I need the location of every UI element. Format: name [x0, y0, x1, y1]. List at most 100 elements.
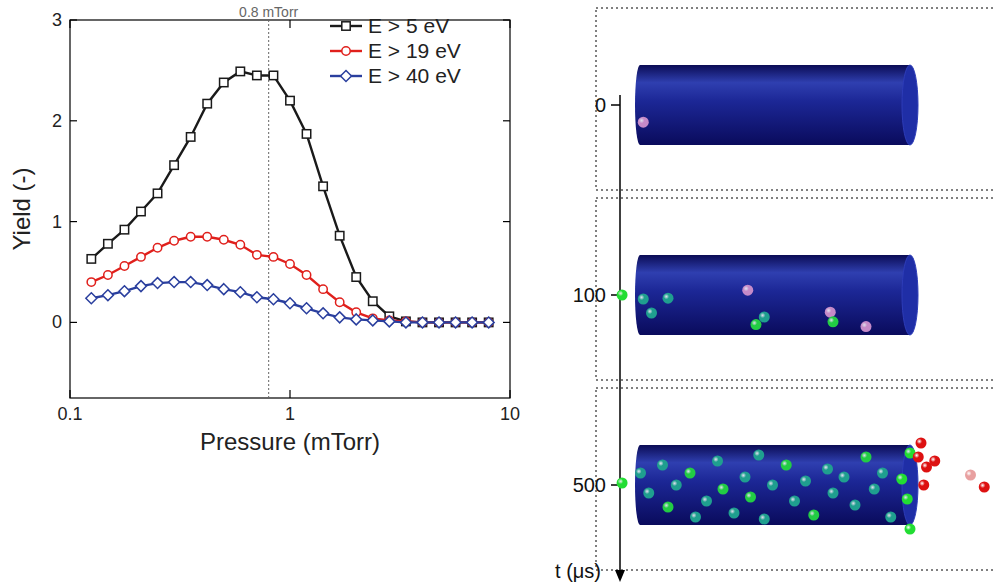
x-tick [289, 20, 290, 28]
series-marker [269, 71, 277, 79]
particle [753, 450, 764, 461]
particle [690, 512, 701, 523]
series-marker [352, 273, 360, 281]
series-marker [450, 317, 461, 328]
cylinder-cap [902, 65, 918, 145]
series-marker [104, 271, 112, 279]
legend: E > 5 eVE > 19 eVE > 40 eV [330, 14, 461, 87]
series-marker [301, 303, 312, 314]
series-marker [220, 78, 228, 86]
series-marker [169, 277, 180, 288]
particle [902, 494, 913, 505]
snapshot-frame [596, 198, 995, 380]
series-marker [318, 308, 329, 319]
y-tick-label: 1 [52, 212, 62, 232]
series-marker [253, 71, 261, 79]
series-marker [220, 236, 228, 244]
time-axis [619, 95, 621, 574]
series-line [91, 237, 488, 323]
y-tick [70, 120, 77, 121]
series-marker [218, 284, 229, 295]
series-marker [119, 286, 130, 297]
x-tick [509, 390, 510, 398]
legend-marker [341, 71, 352, 82]
particle [916, 438, 927, 449]
time-tick [611, 104, 620, 106]
particle [638, 117, 649, 128]
series-marker [136, 281, 147, 292]
particle [617, 290, 628, 301]
particle [929, 456, 940, 467]
particle [759, 514, 770, 525]
particle [740, 472, 751, 483]
series-marker [235, 287, 246, 298]
particle [638, 294, 649, 305]
particle [701, 496, 712, 507]
y-tick [503, 221, 510, 222]
particle [663, 293, 674, 304]
particle [869, 484, 880, 495]
series-marker [153, 244, 161, 252]
series-marker [120, 262, 128, 270]
series-marker [351, 314, 362, 325]
series-marker [302, 130, 310, 138]
series-marker [137, 207, 145, 215]
series-marker [369, 297, 377, 305]
annotation-label: 0.8 mTorr [239, 4, 298, 20]
cylinder-body [635, 445, 910, 525]
legend-label: E > 40 eV [368, 64, 461, 87]
series-line [91, 282, 488, 322]
series-marker [417, 317, 428, 328]
series-marker [334, 312, 345, 323]
series-marker [87, 255, 95, 263]
particle [822, 464, 833, 475]
series-marker [104, 240, 112, 248]
particle [861, 452, 872, 463]
particle [657, 460, 668, 471]
x-tick-label: 1 [285, 404, 295, 424]
y-tick [503, 19, 510, 20]
series-marker [319, 285, 327, 293]
particle [965, 470, 976, 481]
series-marker [170, 161, 178, 169]
series-marker [367, 315, 378, 326]
particle [635, 468, 646, 479]
x-tick [69, 390, 70, 398]
series-marker [285, 298, 296, 309]
series-marker [335, 298, 343, 306]
cylinder-body [635, 65, 910, 145]
particle [839, 472, 850, 483]
legend-marker [342, 22, 350, 30]
particle [742, 285, 753, 296]
series-marker [203, 233, 211, 241]
particle [745, 492, 756, 503]
time-tick-label: 0 [595, 94, 606, 116]
series-marker [319, 182, 327, 190]
particle [712, 456, 723, 467]
series-marker [286, 96, 294, 104]
series-marker [253, 251, 261, 259]
series-marker [170, 237, 178, 245]
particle [729, 508, 740, 519]
time-tick-label: 100 [573, 284, 606, 306]
particle [918, 480, 929, 491]
particle [825, 307, 836, 318]
particle [759, 312, 770, 323]
y-tick-label: 0 [52, 312, 62, 332]
particle [828, 488, 839, 499]
snapshot-frame [596, 388, 995, 570]
series-marker [185, 277, 196, 288]
series-marker [153, 189, 161, 197]
cylinder-cap [902, 255, 918, 335]
data-group [86, 67, 494, 328]
series-marker [467, 317, 478, 328]
figure: 01230.1110Pressure (mTorr)Yield (-)0.8 m… [0, 0, 995, 586]
snapshots: 0100500t (μs) [555, 8, 995, 582]
series-marker [335, 232, 343, 240]
series-marker [483, 317, 494, 328]
snapshot-frame [596, 8, 995, 190]
cylinder-body [635, 255, 910, 335]
legend-marker [342, 47, 350, 55]
x-tick [289, 390, 290, 398]
particle [885, 512, 896, 523]
